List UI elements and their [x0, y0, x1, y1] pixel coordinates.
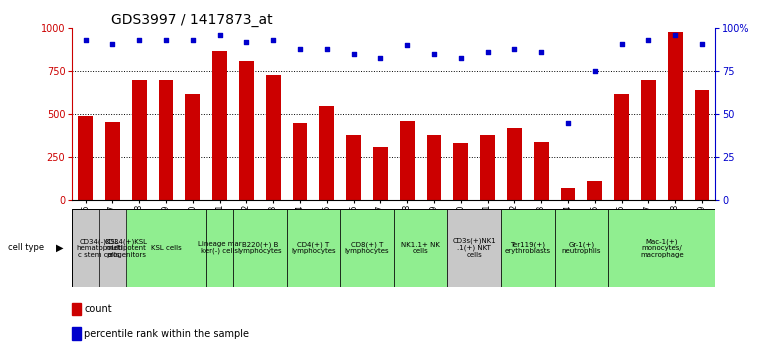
Point — [107, 41, 119, 47]
Bar — [159, 80, 174, 200]
Bar — [614, 93, 629, 200]
Bar — [346, 135, 361, 200]
Bar — [501, 209, 555, 287]
Bar — [447, 209, 501, 287]
Bar — [78, 116, 93, 200]
Bar — [695, 90, 709, 200]
Text: CD4(+) T
lymphocytes: CD4(+) T lymphocytes — [291, 241, 336, 254]
Text: percentile rank within the sample: percentile rank within the sample — [84, 329, 250, 339]
Bar — [668, 32, 683, 200]
Bar — [394, 209, 447, 287]
Bar — [480, 135, 495, 200]
Point — [186, 38, 199, 43]
Bar — [239, 61, 254, 200]
Point — [428, 51, 440, 57]
Bar — [186, 95, 200, 200]
Text: CD34(+)KSL
multipotent
progenitors: CD34(+)KSL multipotent progenitors — [104, 238, 148, 258]
Bar — [266, 75, 281, 200]
Bar — [99, 209, 153, 287]
Point — [214, 32, 226, 38]
Point — [562, 120, 574, 126]
Text: CD34(-)KSL
hematopoieti
c stem cells: CD34(-)KSL hematopoieti c stem cells — [76, 238, 123, 258]
Bar — [608, 209, 715, 287]
Point — [267, 38, 279, 43]
Bar — [72, 209, 126, 287]
Point — [401, 43, 413, 48]
Text: Ter119(+)
erythroblasts: Ter119(+) erythroblasts — [505, 241, 551, 254]
Point — [482, 50, 494, 55]
Bar — [126, 209, 206, 287]
Bar — [132, 80, 147, 200]
Point — [696, 41, 708, 47]
Text: CD8(+) T
lymphocytes: CD8(+) T lymphocytes — [345, 241, 390, 254]
Text: count: count — [84, 304, 112, 314]
Bar — [373, 147, 388, 200]
Text: B220(+) B
lymphocytes: B220(+) B lymphocytes — [237, 241, 282, 254]
Point — [80, 38, 92, 43]
Bar — [507, 128, 522, 200]
Bar — [287, 209, 340, 287]
Point — [374, 55, 387, 60]
Bar — [533, 142, 549, 200]
Point — [294, 46, 306, 52]
Bar — [555, 209, 608, 287]
Bar — [206, 209, 233, 287]
Bar — [400, 121, 415, 200]
Bar — [105, 122, 119, 200]
Point — [320, 46, 333, 52]
Point — [616, 41, 628, 47]
Text: KSL cells: KSL cells — [151, 245, 181, 251]
Point — [348, 51, 360, 57]
Point — [669, 32, 681, 38]
Bar — [427, 135, 441, 200]
Text: cell type: cell type — [8, 243, 43, 252]
Bar — [587, 181, 602, 200]
Text: Lineage mar
ker(-) cells: Lineage mar ker(-) cells — [198, 241, 241, 254]
Bar — [233, 209, 287, 287]
Text: ▶: ▶ — [56, 243, 63, 253]
Text: NK1.1+ NK
cells: NK1.1+ NK cells — [401, 241, 440, 254]
Point — [160, 38, 172, 43]
Bar — [293, 123, 307, 200]
Text: Gr-1(+)
neutrophils: Gr-1(+) neutrophils — [562, 241, 601, 254]
Point — [240, 39, 253, 45]
Bar — [454, 143, 468, 200]
Point — [133, 38, 145, 43]
Bar — [641, 80, 656, 200]
Bar — [561, 188, 575, 200]
Text: CD3s(+)NK1
.1(+) NKT
cells: CD3s(+)NK1 .1(+) NKT cells — [452, 238, 496, 258]
Bar — [340, 209, 394, 287]
Point — [589, 68, 601, 74]
Point — [455, 55, 467, 60]
Point — [535, 50, 547, 55]
Text: GDS3997 / 1417873_at: GDS3997 / 1417873_at — [111, 13, 272, 27]
Bar — [212, 51, 227, 200]
Bar — [320, 105, 334, 200]
Point — [642, 38, 654, 43]
Text: Mac-1(+)
monocytes/
macrophage: Mac-1(+) monocytes/ macrophage — [640, 238, 683, 258]
Point — [508, 46, 521, 52]
